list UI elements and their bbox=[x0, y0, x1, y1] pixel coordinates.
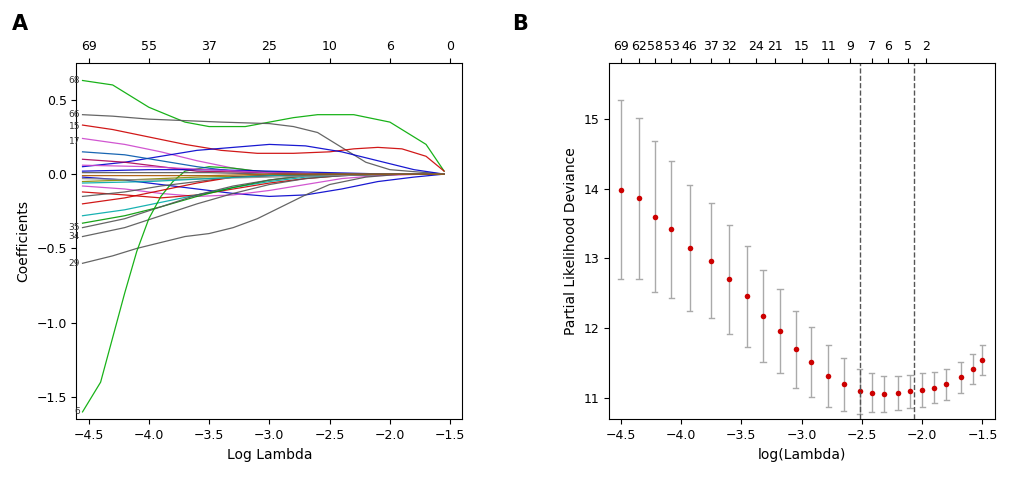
Point bbox=[952, 374, 968, 381]
Point bbox=[702, 257, 718, 265]
Point bbox=[889, 389, 905, 397]
X-axis label: Log Lambda: Log Lambda bbox=[226, 448, 312, 462]
Point bbox=[754, 312, 770, 320]
Point bbox=[862, 389, 878, 397]
Point bbox=[802, 358, 818, 366]
Point bbox=[646, 213, 662, 220]
Y-axis label: Partial Likelihood Deviance: Partial Likelihood Deviance bbox=[564, 147, 577, 335]
Text: 34: 34 bbox=[68, 232, 81, 241]
Point bbox=[925, 384, 942, 392]
Point bbox=[937, 380, 954, 388]
Point bbox=[819, 372, 836, 380]
Text: B: B bbox=[512, 14, 528, 34]
Point bbox=[901, 388, 917, 395]
X-axis label: log(Lambda): log(Lambda) bbox=[757, 448, 845, 462]
Point bbox=[739, 293, 755, 300]
Point bbox=[630, 194, 646, 202]
Text: 6: 6 bbox=[74, 407, 81, 416]
Point bbox=[835, 380, 851, 388]
Point bbox=[874, 390, 891, 398]
Point bbox=[662, 225, 679, 233]
Point bbox=[964, 365, 980, 373]
Text: 66: 66 bbox=[68, 110, 81, 119]
Point bbox=[612, 186, 629, 194]
Text: 17: 17 bbox=[68, 137, 81, 146]
Text: 35: 35 bbox=[68, 223, 81, 232]
Point bbox=[973, 356, 989, 364]
Text: A: A bbox=[12, 14, 29, 34]
Point bbox=[787, 346, 803, 353]
Point bbox=[771, 327, 788, 335]
Text: 15: 15 bbox=[68, 122, 81, 131]
Point bbox=[913, 386, 929, 394]
Text: 68: 68 bbox=[68, 76, 81, 85]
Point bbox=[851, 388, 867, 395]
Point bbox=[720, 276, 737, 283]
Y-axis label: Coefficients: Coefficients bbox=[16, 200, 31, 282]
Point bbox=[681, 244, 697, 252]
Text: 29: 29 bbox=[68, 259, 81, 268]
